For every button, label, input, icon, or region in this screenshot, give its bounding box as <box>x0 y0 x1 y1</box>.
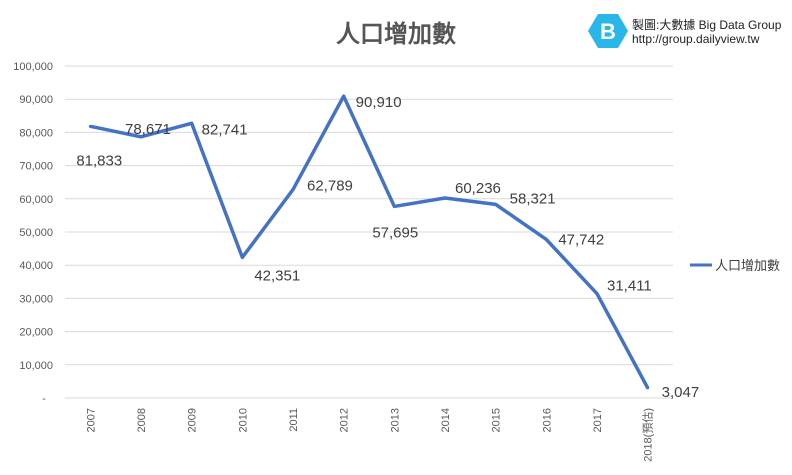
y-tick-label: 50,000 <box>19 227 53 239</box>
x-tick-label: 2011 <box>288 408 300 432</box>
data-label: 57,695 <box>372 224 418 241</box>
y-tick-label: 10,000 <box>19 360 53 372</box>
x-tick-label: 2017 <box>592 408 604 432</box>
data-label: 90,910 <box>356 94 402 111</box>
data-label: 78,671 <box>125 121 171 138</box>
svg-text:B: B <box>600 19 616 44</box>
data-label: 62,789 <box>307 178 353 195</box>
data-point <box>443 196 447 200</box>
y-tick-label: 100,000 <box>13 61 53 73</box>
data-label: 82,741 <box>202 121 248 138</box>
x-tick-label: 2007 <box>85 408 97 432</box>
data-point <box>190 121 194 125</box>
data-label: 81,833 <box>76 152 122 169</box>
y-tick-label: 30,000 <box>19 293 53 305</box>
x-tick-label: 2015 <box>491 408 503 432</box>
brand-url[interactable]: http://group.dailyview.tw <box>632 32 760 46</box>
y-tick-label: 20,000 <box>19 327 53 339</box>
legend-label: 人口增加數 <box>715 258 780 273</box>
x-tick-label: 2010 <box>237 408 249 432</box>
x-tick-label: 2018(預估) <box>642 408 655 462</box>
data-point <box>291 188 295 192</box>
x-tick-label: 2009 <box>187 408 199 432</box>
y-tick-label: - <box>42 393 46 405</box>
data-label: 42,351 <box>254 267 300 284</box>
data-label: 31,411 <box>607 278 652 295</box>
series-line <box>89 94 650 389</box>
data-point <box>139 135 143 139</box>
data-point <box>544 237 548 241</box>
data-label: 3,047 <box>662 384 700 401</box>
chart-title: 人口增加數 <box>336 20 456 48</box>
data-point <box>342 94 346 98</box>
x-tick-label: 2012 <box>339 408 351 432</box>
data-point <box>88 124 92 128</box>
y-tick-label: 70,000 <box>19 161 53 173</box>
data-point <box>392 204 396 208</box>
data-point <box>595 292 599 296</box>
y-tick-label: 60,000 <box>19 194 53 206</box>
x-tick-label: 2016 <box>541 408 553 432</box>
data-point <box>646 386 650 390</box>
brand-logo-icon: B <box>588 14 628 48</box>
data-label: 60,236 <box>455 180 501 197</box>
y-tick-label: 80,000 <box>19 127 53 139</box>
x-tick-label: 2014 <box>440 408 452 432</box>
brand-block: B 製圖:大數據 Big Data Group http://group.dai… <box>588 12 792 52</box>
brand-credit: 製圖:大數據 Big Data Group <box>632 18 782 32</box>
data-point <box>494 202 498 206</box>
data-label: 58,321 <box>510 190 556 207</box>
x-tick-label: 2008 <box>136 408 148 432</box>
data-label: 47,742 <box>558 231 604 248</box>
x-tick-label: 2013 <box>389 408 401 432</box>
data-point <box>240 255 244 259</box>
y-tick-label: 90,000 <box>19 94 53 106</box>
y-tick-label: 40,000 <box>19 260 53 272</box>
